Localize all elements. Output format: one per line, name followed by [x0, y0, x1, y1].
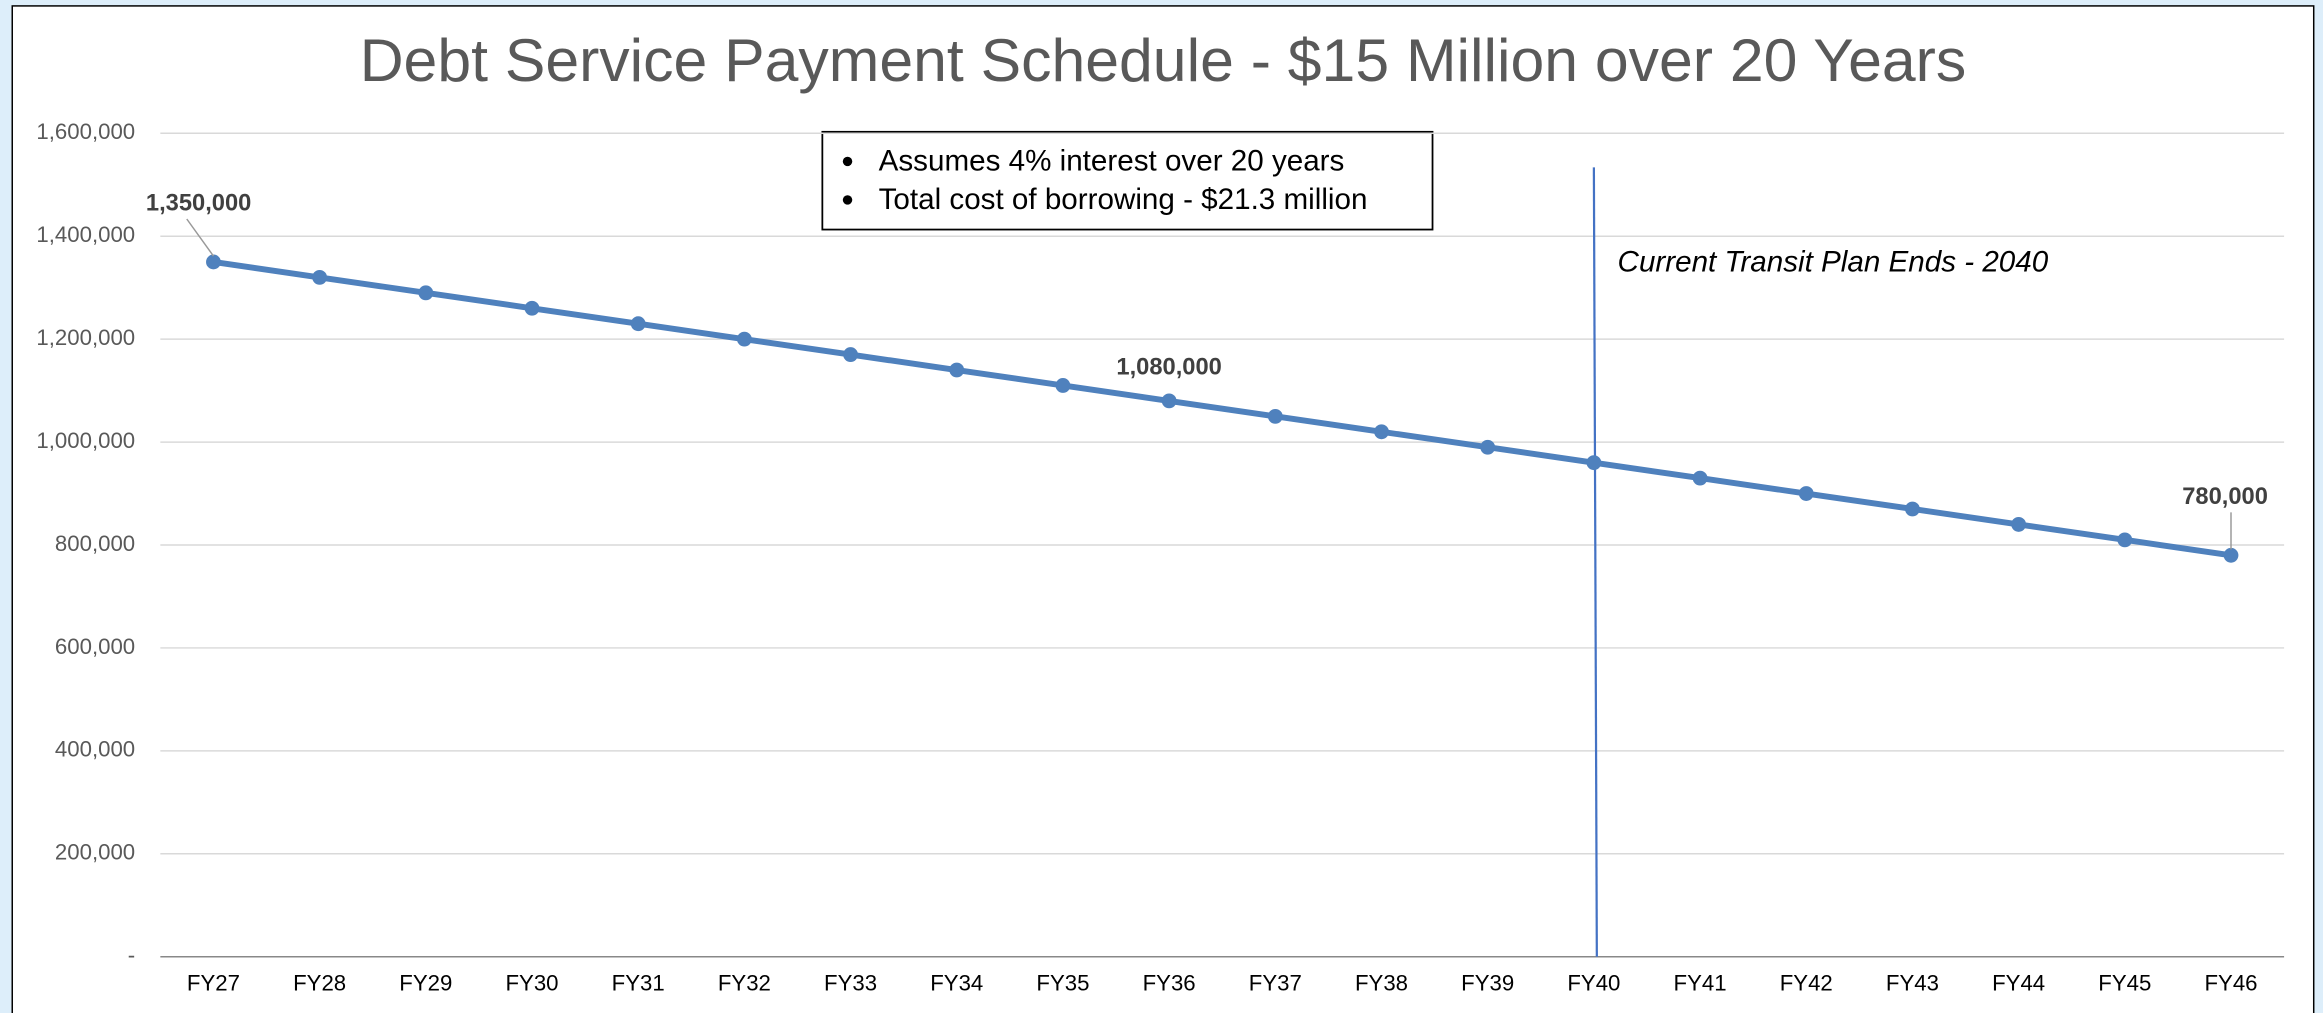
- series-line: [213, 259, 2232, 559]
- data-label: 780,000: [2182, 484, 2268, 510]
- data-point: [206, 254, 221, 270]
- data-point: [1267, 408, 1283, 424]
- y-tick-label: 1,600,000: [36, 119, 135, 144]
- label-leader: [186, 218, 215, 257]
- x-tick-label: FY33: [824, 971, 877, 996]
- note-text: Assumes 4% interest over 20 years: [879, 145, 1345, 178]
- annotation-text: Current Transit Plan Ends - 2040: [1618, 245, 2049, 278]
- bullet: [842, 195, 853, 205]
- y-tick-label: -: [128, 943, 135, 968]
- y-tick-label: 1,200,000: [36, 325, 135, 350]
- data-point: [1798, 486, 1814, 501]
- x-tick-label: FY36: [1143, 971, 1196, 996]
- data-point: [2117, 532, 2133, 548]
- x-tick-label: FY39: [1461, 971, 1514, 996]
- data-point: [1692, 470, 1708, 486]
- annotation-line: [1592, 167, 1598, 957]
- x-tick-label: FY45: [2098, 971, 2151, 996]
- x-tick-label: FY37: [1249, 971, 1302, 996]
- data-point: [1905, 501, 1920, 517]
- data-point: [1586, 455, 1602, 471]
- note-text: Total cost of borrowing - $21.3 million: [879, 183, 1368, 216]
- x-tick-label: FY30: [505, 971, 558, 996]
- x-tick-label: FY40: [1567, 971, 1620, 996]
- x-tick-label: FY34: [930, 971, 983, 996]
- data-point: [312, 269, 328, 285]
- data-point: [1055, 378, 1071, 393]
- data-label: 1,350,000: [146, 190, 251, 216]
- data-point: [418, 285, 434, 301]
- x-tick-label: FY31: [612, 971, 665, 996]
- data-point: [1374, 424, 1389, 440]
- x-tick-label: FY42: [1780, 971, 1833, 996]
- data-point: [1480, 439, 1496, 455]
- x-tick-label: FY27: [187, 971, 240, 996]
- x-tick-label: FY41: [1674, 971, 1727, 996]
- y-tick-label: 200,000: [55, 840, 135, 865]
- data-point: [949, 362, 965, 378]
- y-tick-label: 1,000,000: [36, 428, 135, 453]
- y-tick-label: 600,000: [55, 634, 135, 659]
- data-point: [524, 300, 540, 316]
- bullet: [842, 156, 853, 167]
- data-point: [736, 331, 752, 347]
- data-point: [2011, 517, 2027, 532]
- x-tick-label: FY44: [1992, 971, 2045, 996]
- data-point: [843, 347, 858, 362]
- x-tick-label: FY32: [718, 971, 771, 996]
- data-point: [1161, 393, 1177, 409]
- data-point: [2223, 547, 2239, 563]
- x-tick-label: FY43: [1886, 971, 1939, 996]
- x-tick-label: FY28: [293, 971, 346, 996]
- x-tick-label: FY46: [2204, 971, 2257, 996]
- note-box: [821, 130, 1434, 231]
- x-tick-label: FY29: [399, 971, 452, 996]
- y-tick-label: 1,400,000: [36, 222, 135, 247]
- chart-title: Debt Service Payment Schedule - $15 Mill…: [360, 26, 1967, 94]
- x-tick-label: FY38: [1355, 971, 1408, 996]
- y-tick-label: 400,000: [55, 737, 135, 762]
- data-label: 1,080,000: [1116, 355, 1221, 381]
- data-point: [630, 316, 646, 332]
- y-tick-label: 800,000: [55, 531, 135, 556]
- x-tick-label: FY35: [1036, 971, 1089, 996]
